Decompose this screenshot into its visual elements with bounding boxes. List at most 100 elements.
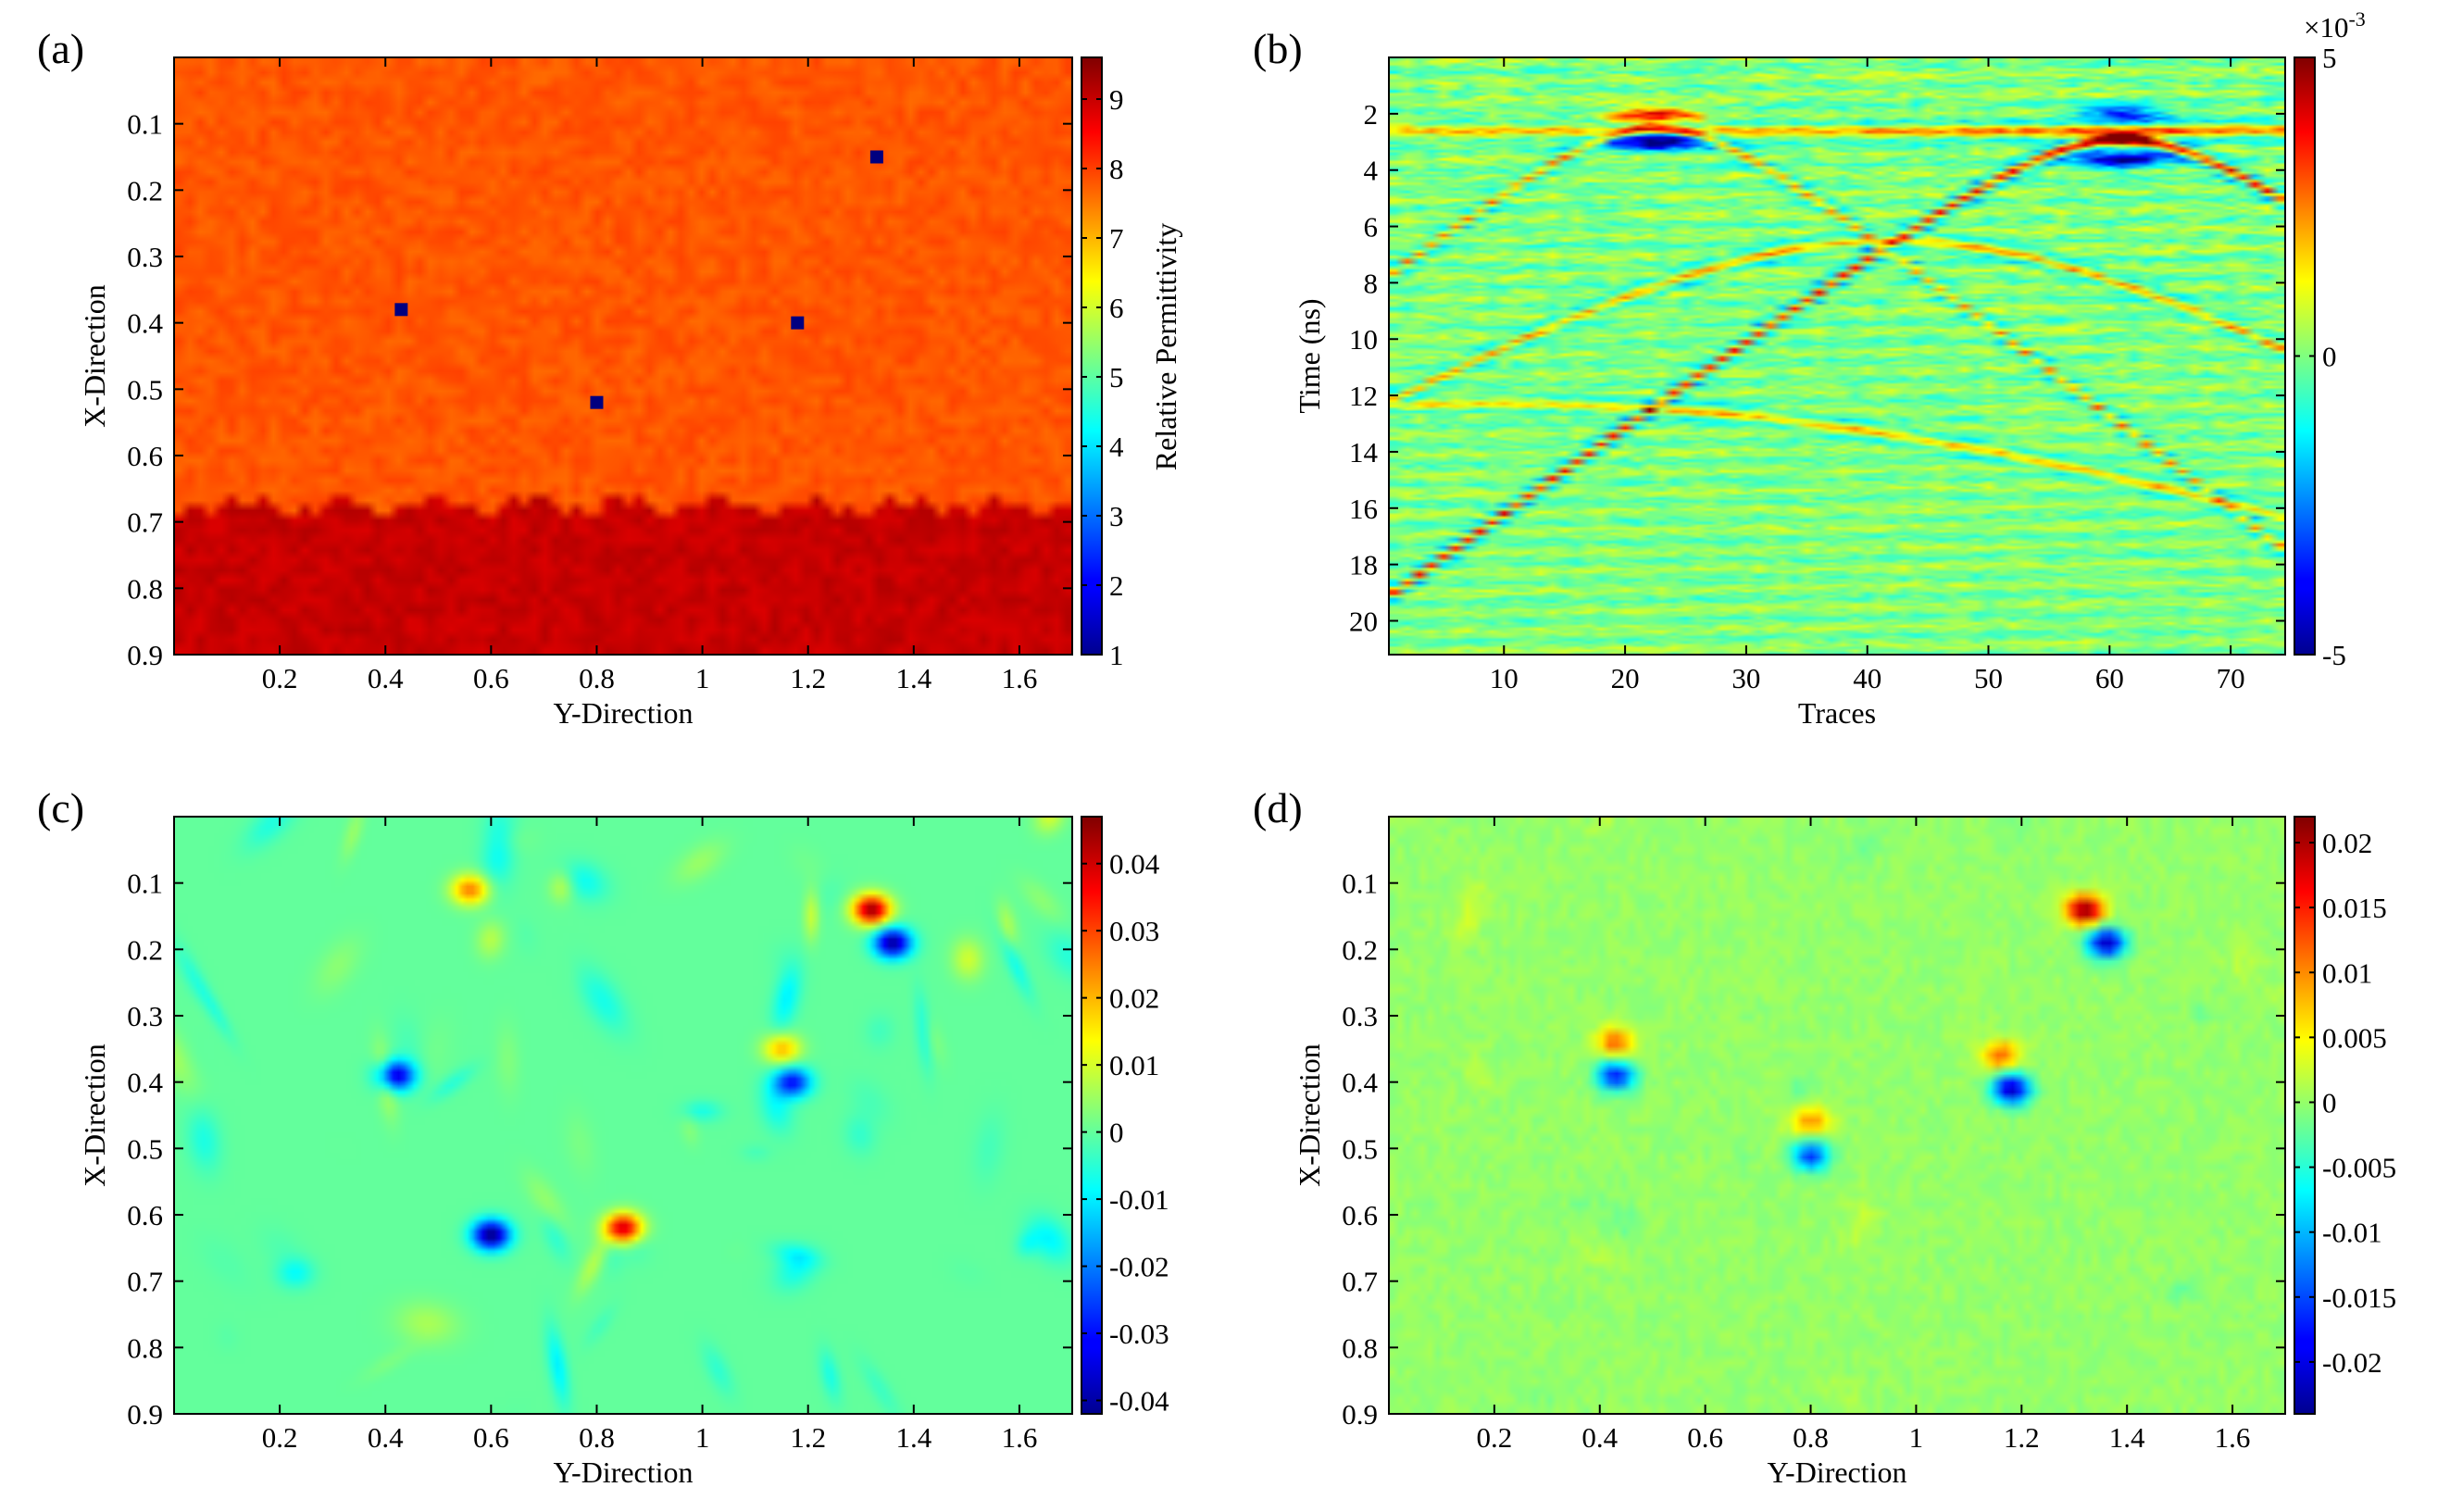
x-tick-label: 40 xyxy=(1853,662,1881,694)
colorbar-tick-label: 1 xyxy=(1109,639,1124,671)
panel-b: 10 20 30 40 50 60 702468101214161820TracesTime… xyxy=(1253,7,2366,730)
colorbar-tick-label: 0.01 xyxy=(2322,956,2372,989)
x-tick-label: 1 xyxy=(1909,1421,1924,1454)
colorbar-tick-label: 0.005 xyxy=(2322,1021,2387,1054)
y-tick-label: 0.2 xyxy=(127,174,163,206)
panel-letter: (b) xyxy=(1253,25,1303,72)
target-mark xyxy=(394,303,408,317)
panel-letter: (d) xyxy=(1253,784,1303,831)
panel-letter: (c) xyxy=(37,784,84,831)
x-tick-label: 70 xyxy=(2217,662,2245,694)
colorbar-tick-label: 9 xyxy=(1109,83,1124,116)
y-tick-label: 0.6 xyxy=(127,440,163,472)
x-tick-label: 0.4 xyxy=(1581,1421,1618,1454)
x-tick-label: 1.4 xyxy=(2109,1421,2145,1454)
colorbar xyxy=(1081,56,1103,656)
y-tick-label: 2 xyxy=(1364,98,1379,131)
colorbar-tick-label: -0.02 xyxy=(2322,1346,2382,1379)
x-tick-label: 1.4 xyxy=(895,1421,931,1454)
heatmap-image xyxy=(174,57,1072,655)
x-tick-label: 0.6 xyxy=(473,662,509,694)
x-axis-label: Y-Direction xyxy=(1767,1456,1906,1489)
x-tick-label: 50 xyxy=(1974,662,2003,694)
y-tick-label: 0.1 xyxy=(1342,868,1378,900)
colorbar-tick-label: -0.03 xyxy=(1109,1318,1169,1350)
y-tick-label: 0.9 xyxy=(127,1398,163,1431)
y-tick-label: 0.1 xyxy=(127,868,163,900)
x-tick-label: 1.6 xyxy=(2215,1421,2251,1454)
y-tick-label: 0.2 xyxy=(127,933,163,966)
colorbar-tick-label: 6 xyxy=(1109,292,1124,324)
y-axis-label: X-Direction xyxy=(78,1043,111,1187)
y-tick-label: 0.5 xyxy=(127,373,163,406)
target-mark xyxy=(590,395,604,409)
colorbar-tick-label: -0.04 xyxy=(1109,1385,1169,1418)
x-axis-label: Traces xyxy=(1798,696,1876,730)
reconstruction-image xyxy=(174,817,1072,1414)
colorbar-tick-label: -0.02 xyxy=(1109,1251,1169,1283)
colorbar-tick-label: 3 xyxy=(1109,500,1124,532)
y-tick-label: 20 xyxy=(1349,605,1378,637)
target-mark xyxy=(869,150,883,164)
colorbar-tick-label: 0 xyxy=(2322,1086,2337,1118)
x-tick-label: 0.2 xyxy=(262,1421,298,1454)
colorbar-tick-label: 0 xyxy=(1109,1117,1124,1149)
x-tick-label: 0.2 xyxy=(1477,1421,1513,1454)
y-tick-label: 0.8 xyxy=(1342,1331,1378,1364)
y-tick-label: 0.9 xyxy=(127,639,163,671)
plot-frame xyxy=(1388,56,2286,656)
y-tick-label: 0.8 xyxy=(127,572,163,605)
y-tick-label: 0.5 xyxy=(1342,1132,1378,1165)
colorbar-tick-label: 7 xyxy=(1109,222,1124,255)
panel-c: 0.2 0.4 0.6 0.8 1 1.2 1.4 1.6 0.1 0.2 0.3 0.4 0.5 0.6… xyxy=(37,784,1169,1489)
colorbar-exponent: ×10-3 xyxy=(2304,7,2366,44)
y-tick-label: 14 xyxy=(1349,436,1379,469)
y-tick-label: 0.7 xyxy=(127,1266,163,1298)
y-axis-label: Time (ns) xyxy=(1293,298,1326,413)
panel-a: 0.2 0.4 0.6 0.8 1 1.2 1.4 1.6 0.1 0.2 0.3 0.4 0.5 0.6… xyxy=(37,25,1182,730)
y-tick-label: 8 xyxy=(1364,267,1379,299)
x-tick-label: 1 xyxy=(695,662,710,694)
x-tick-label: 1.2 xyxy=(790,1421,826,1454)
y-tick-label: 0.3 xyxy=(127,1000,163,1032)
x-axis-label: Y-Direction xyxy=(553,696,693,730)
y-tick-label: 0.3 xyxy=(127,241,163,273)
y-tick-label: 4 xyxy=(1364,155,1379,187)
colorbar-tick-label: -0.005 xyxy=(2322,1152,2396,1184)
reconstruction-image xyxy=(1389,817,2285,1414)
x-tick-label: 0.8 xyxy=(579,1421,615,1454)
target-mark xyxy=(791,316,805,330)
colorbar-tick-label: 4 xyxy=(1109,431,1124,463)
colorbar-label: Relative Permittivity xyxy=(1149,223,1182,471)
x-tick-label: 1.2 xyxy=(790,662,826,694)
y-tick-label: 0.4 xyxy=(127,307,163,340)
colorbar-tick-label: 8 xyxy=(1109,153,1124,185)
y-tick-label: 0.9 xyxy=(1342,1398,1378,1431)
colorbar-tick-label: 5 xyxy=(1109,361,1124,394)
colorbar-tick-label: 0.02 xyxy=(2322,827,2372,859)
plot-frame xyxy=(173,816,1073,1415)
colorbar-tick-label: 0.03 xyxy=(1109,915,1159,947)
colorbar-tick-label: -0.01 xyxy=(2322,1217,2382,1249)
x-tick-label: 1.6 xyxy=(1002,662,1038,694)
y-tick-label: 0.2 xyxy=(1342,933,1378,966)
y-tick-label: 0.8 xyxy=(127,1331,163,1364)
x-tick-label: 0.4 xyxy=(368,662,404,694)
colorbar xyxy=(1081,816,1103,1415)
x-tick-label: 0.6 xyxy=(1687,1421,1723,1454)
x-tick-label: 0.2 xyxy=(262,662,298,694)
y-tick-label: 0.3 xyxy=(1342,1000,1378,1032)
x-tick-label: 0.8 xyxy=(579,662,615,694)
colorbar-tick-label: -5 xyxy=(2322,639,2346,671)
x-axis-label: Y-Direction xyxy=(553,1456,693,1489)
y-axis-label: X-Direction xyxy=(78,284,111,428)
colorbar-tick-label: -0.01 xyxy=(1109,1183,1169,1216)
panel-d: 0.2 0.4 0.6 0.8 1 1.2 1.4 1.6 0.1 0.2 0.3 0.4 0.5 0.6… xyxy=(1253,784,2396,1489)
y-tick-label: 0.4 xyxy=(127,1067,163,1099)
y-tick-label: 6 xyxy=(1364,211,1379,244)
x-tick-label: 1.6 xyxy=(1002,1421,1038,1454)
colorbar-tick-label: 0.015 xyxy=(2322,892,2387,924)
y-tick-label: 0.7 xyxy=(1342,1266,1378,1298)
x-tick-label: 10 xyxy=(1490,662,1519,694)
